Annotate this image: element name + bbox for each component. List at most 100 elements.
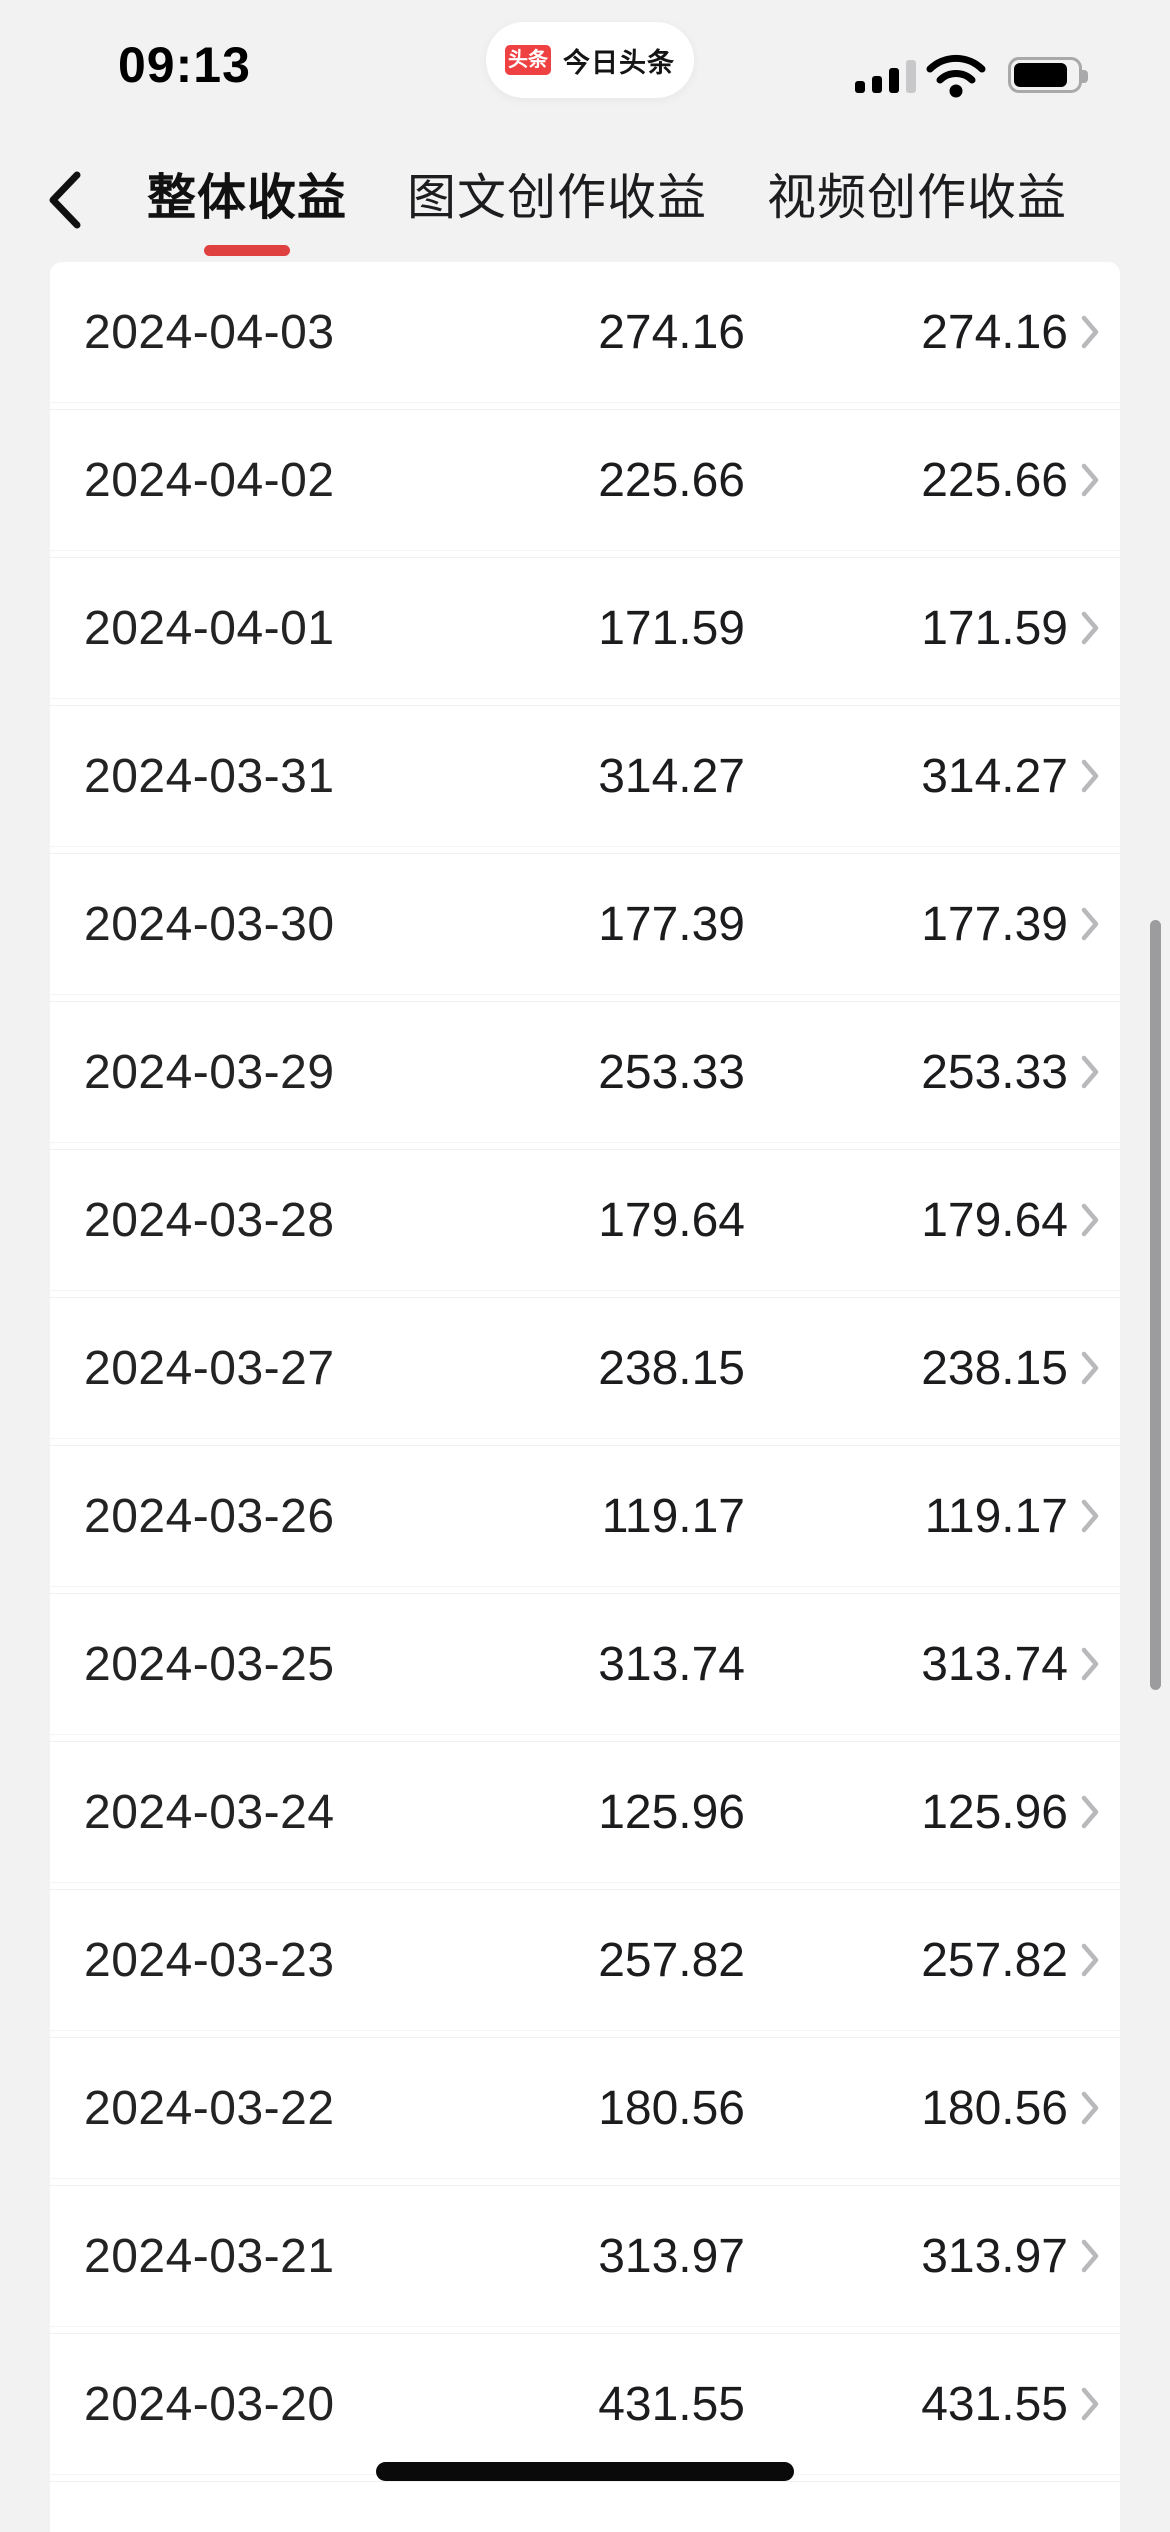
row-income-right: 313.74 xyxy=(921,1637,1068,1691)
table-row[interactable]: 2024-03-24 125.96 125.96 xyxy=(50,1742,1120,1890)
scrollbar-thumb[interactable] xyxy=(1150,920,1161,1690)
wifi-icon xyxy=(926,52,986,103)
row-income-mid: 431.55 xyxy=(598,2377,745,2431)
table-row[interactable]: 2024-03-20 431.55 431.55 xyxy=(50,2334,1120,2482)
tab-label: 图文创作收益 xyxy=(407,170,708,225)
earnings-table: 2024-04-03 274.16 274.16 2024-04-02 225.… xyxy=(50,262,1120,2532)
chevron-right-icon xyxy=(1068,1350,1100,1386)
page-header: 整体收益 图文创作收益 视频创作收益 xyxy=(0,130,1170,268)
cellular-signal-icon xyxy=(855,60,916,93)
row-date: 2024-04-03 xyxy=(84,305,335,359)
row-date: 2024-04-01 xyxy=(84,601,335,655)
row-date: 2024-03-25 xyxy=(84,1637,335,1691)
row-date: 2024-03-27 xyxy=(84,1341,335,1395)
table-row[interactable]: 2024-04-01 171.59 171.59 xyxy=(50,558,1120,706)
chevron-right-icon xyxy=(1068,758,1100,794)
table-row[interactable]: 2024-03-21 313.97 313.97 xyxy=(50,2186,1120,2334)
table-row[interactable]: 2024-04-02 225.66 225.66 xyxy=(50,410,1120,558)
chevron-right-icon xyxy=(1068,1498,1100,1534)
row-income-right: 274.16 xyxy=(921,305,1068,359)
row-income-right: 313.97 xyxy=(921,2229,1068,2283)
table-row[interactable]: 2024-03-26 119.17 119.17 xyxy=(50,1446,1120,1594)
row-income-mid: 313.74 xyxy=(598,1637,745,1691)
toutiao-logo-icon: 头条 xyxy=(505,45,551,75)
row-income-mid: 180.56 xyxy=(598,2081,745,2135)
row-income-right: 177.39 xyxy=(921,897,1068,951)
table-row[interactable]: 2024-03-31 314.27 314.27 xyxy=(50,706,1120,854)
chevron-right-icon xyxy=(1068,2238,1100,2274)
tab-label: 视频创作收益 xyxy=(767,170,1068,225)
row-income-mid: 253.33 xyxy=(598,1045,745,1099)
row-income-right: 179.64 xyxy=(921,1193,1068,1247)
row-date: 2024-03-24 xyxy=(84,1785,335,1839)
chevron-right-icon xyxy=(1068,1646,1100,1682)
row-date: 2024-03-31 xyxy=(84,749,335,803)
tab-1[interactable]: 图文创作收益 xyxy=(407,158,707,229)
row-income-right: 253.33 xyxy=(921,1045,1068,1099)
row-income-mid: 179.64 xyxy=(598,1193,745,1247)
row-income-right: 314.27 xyxy=(921,749,1068,803)
row-income-mid: 125.96 xyxy=(598,1785,745,1839)
row-date: 2024-03-22 xyxy=(84,2081,335,2135)
row-income-right: 431.55 xyxy=(921,2377,1068,2431)
row-income-mid: 313.97 xyxy=(598,2229,745,2283)
row-income-mid: 225.66 xyxy=(598,453,745,507)
chevron-right-icon xyxy=(1068,314,1100,350)
table-row[interactable]: 2024-03-29 253.33 253.33 xyxy=(50,1002,1120,1150)
row-date: 2024-03-23 xyxy=(84,1933,335,1987)
row-date: 2024-03-30 xyxy=(84,897,335,951)
row-income-right: 225.66 xyxy=(921,453,1068,507)
chevron-right-icon xyxy=(1068,2090,1100,2126)
back-button[interactable] xyxy=(36,168,92,232)
table-row[interactable]: 2024-03-27 238.15 238.15 xyxy=(50,1298,1120,1446)
tab-label: 整体收益 xyxy=(147,170,348,225)
row-income-right: 125.96 xyxy=(921,1785,1068,1839)
row-income-mid: 274.16 xyxy=(598,305,745,359)
status-bar: 09:13 头条 今日头条 xyxy=(0,0,1170,130)
row-date: 2024-03-20 xyxy=(84,2377,335,2431)
row-income-right: 257.82 xyxy=(921,1933,1068,1987)
chevron-right-icon xyxy=(1068,1794,1100,1830)
row-income-mid: 177.39 xyxy=(598,897,745,951)
table-row[interactable]: 2024-03-25 313.74 313.74 xyxy=(50,1594,1120,1742)
battery-icon xyxy=(1008,57,1088,93)
row-income-mid: 238.15 xyxy=(598,1341,745,1395)
table-row[interactable]: 2024-03-30 177.39 177.39 xyxy=(50,854,1120,1002)
tab-0[interactable]: 整体收益 xyxy=(147,158,348,256)
table-row[interactable]: 2024-03-23 257.82 257.82 xyxy=(50,1890,1120,2038)
chevron-right-icon xyxy=(1068,462,1100,498)
home-indicator[interactable] xyxy=(376,2462,794,2481)
row-income-mid: 314.27 xyxy=(598,749,745,803)
chevron-right-icon xyxy=(1068,1942,1100,1978)
table-row[interactable]: 2024-04-03 274.16 274.16 xyxy=(50,262,1120,410)
chevron-right-icon xyxy=(1068,1202,1100,1238)
row-income-mid: 119.17 xyxy=(601,1489,745,1543)
chevron-left-icon xyxy=(49,171,81,229)
row-date: 2024-03-26 xyxy=(84,1489,335,1543)
row-income-right: 119.17 xyxy=(924,1489,1068,1543)
chevron-right-icon xyxy=(1068,2386,1100,2422)
tab-2[interactable]: 视频创作收益 xyxy=(767,158,1067,229)
row-date: 2024-03-28 xyxy=(84,1193,335,1247)
table-row[interactable]: 2024-03-28 179.64 179.64 xyxy=(50,1150,1120,1298)
row-income-right: 180.56 xyxy=(921,2081,1068,2135)
row-date: 2024-04-02 xyxy=(84,453,335,507)
row-income-right: 238.15 xyxy=(921,1341,1068,1395)
toutiao-logo-text: 头条 xyxy=(508,49,548,71)
chevron-right-icon xyxy=(1068,610,1100,646)
status-time: 09:13 xyxy=(118,37,251,93)
chevron-right-icon xyxy=(1068,906,1100,942)
tab-bar: 整体收益 图文创作收益 视频创作收益 xyxy=(147,158,1067,256)
battery-fill xyxy=(1014,63,1067,87)
table-row[interactable]: 2024-03-22 180.56 180.56 xyxy=(50,2038,1120,2186)
row-income-right: 171.59 xyxy=(921,601,1068,655)
dynamic-island-app-pill: 头条 今日头条 xyxy=(486,22,694,98)
row-income-mid: 171.59 xyxy=(598,601,745,655)
row-date: 2024-03-29 xyxy=(84,1045,335,1099)
row-income-mid: 257.82 xyxy=(598,1933,745,1987)
tab-active-underline xyxy=(204,244,290,256)
app-name-label: 今日头条 xyxy=(563,47,675,78)
battery-nub xyxy=(1082,70,1088,83)
chevron-right-icon xyxy=(1068,1054,1100,1090)
